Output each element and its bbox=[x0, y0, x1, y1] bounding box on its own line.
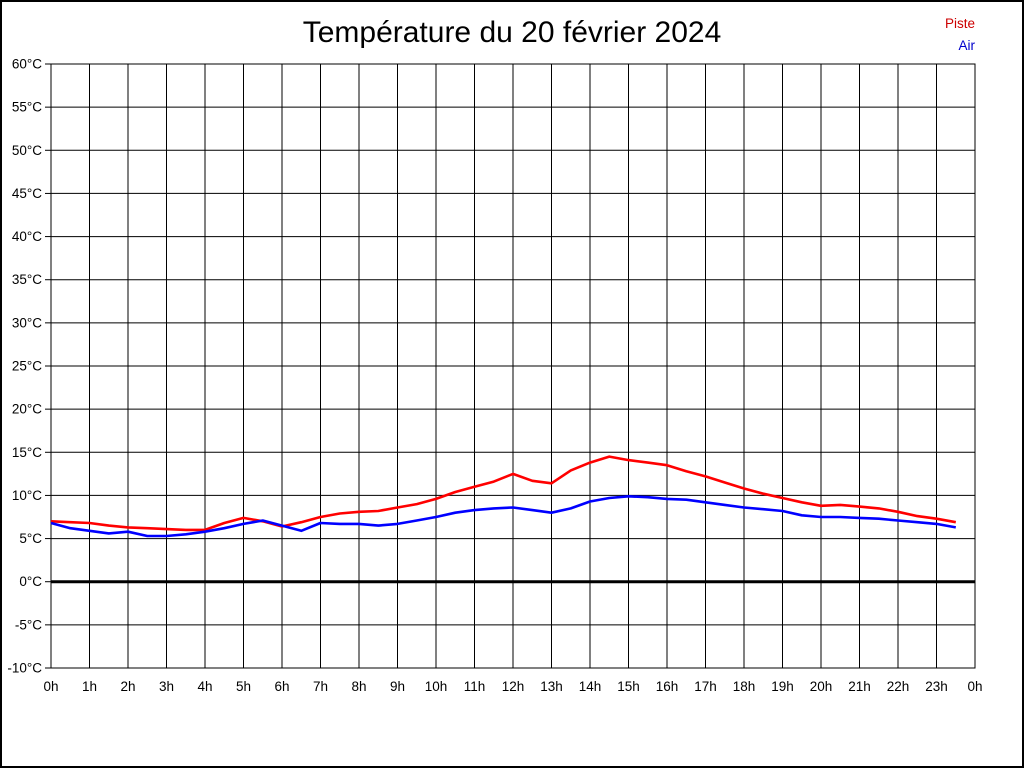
y-tick-label: -5°C bbox=[15, 617, 42, 632]
x-tick-label: 0h bbox=[967, 679, 982, 694]
x-tick-label: 21h bbox=[848, 679, 871, 694]
y-tick-label: 40°C bbox=[12, 229, 42, 244]
x-tick-label: 0h bbox=[43, 679, 58, 694]
y-tick-label: 50°C bbox=[12, 143, 42, 158]
y-tick-label: 0°C bbox=[19, 574, 42, 589]
y-tick-label: 45°C bbox=[12, 186, 42, 201]
x-tick-label: 3h bbox=[159, 679, 174, 694]
x-tick-label: 16h bbox=[656, 679, 679, 694]
x-tick-label: 13h bbox=[540, 679, 563, 694]
legend-item-air: Air bbox=[945, 35, 976, 57]
x-tick-label: 12h bbox=[502, 679, 525, 694]
x-tick-label: 9h bbox=[390, 679, 405, 694]
plot-border bbox=[50, 63, 976, 669]
x-tick-label: 22h bbox=[887, 679, 910, 694]
piste-line bbox=[50, 455, 957, 532]
x-tick-label: 5h bbox=[236, 679, 251, 694]
x-tick-label: 7h bbox=[313, 679, 328, 694]
legend: Piste Air bbox=[945, 13, 975, 57]
air-line bbox=[50, 494, 957, 538]
y-tick-label: 10°C bbox=[12, 488, 42, 503]
y-tick-label: 5°C bbox=[19, 531, 42, 546]
y-tick-label: 30°C bbox=[12, 315, 42, 330]
x-tick-label: 19h bbox=[771, 679, 794, 694]
x-tick-label: 14h bbox=[579, 679, 602, 694]
x-tick-label: 2h bbox=[120, 679, 135, 694]
chart-title: Température du 20 février 2024 bbox=[302, 16, 722, 49]
x-tick-label: 18h bbox=[733, 679, 756, 694]
legend-label-air: Air bbox=[958, 38, 976, 53]
x-tick-label: 10h bbox=[425, 679, 448, 694]
y-tick-label: 60°C bbox=[12, 57, 42, 72]
x-tick-label: 1h bbox=[82, 679, 97, 694]
legend-item-piste: Piste bbox=[945, 13, 975, 35]
x-tick-label: 6h bbox=[274, 679, 289, 694]
y-tick-label: 15°C bbox=[12, 445, 42, 460]
x-tick-label: 8h bbox=[351, 679, 366, 694]
y-tick-label: -10°C bbox=[7, 661, 42, 676]
x-tick-label: 20h bbox=[810, 679, 833, 694]
x-tick-label: 11h bbox=[464, 679, 486, 694]
x-tick-label: 15h bbox=[617, 679, 640, 694]
y-tick-label: 35°C bbox=[12, 272, 42, 287]
y-tick-label: 20°C bbox=[12, 402, 42, 417]
x-tick-label: 17h bbox=[694, 679, 717, 694]
y-tick-label: 55°C bbox=[12, 100, 42, 115]
x-tick-label: 4h bbox=[197, 679, 212, 694]
x-tick-label: 23h bbox=[925, 679, 948, 694]
legend-label-piste: Piste bbox=[944, 16, 975, 31]
y-tick-label: 25°C bbox=[12, 359, 42, 374]
